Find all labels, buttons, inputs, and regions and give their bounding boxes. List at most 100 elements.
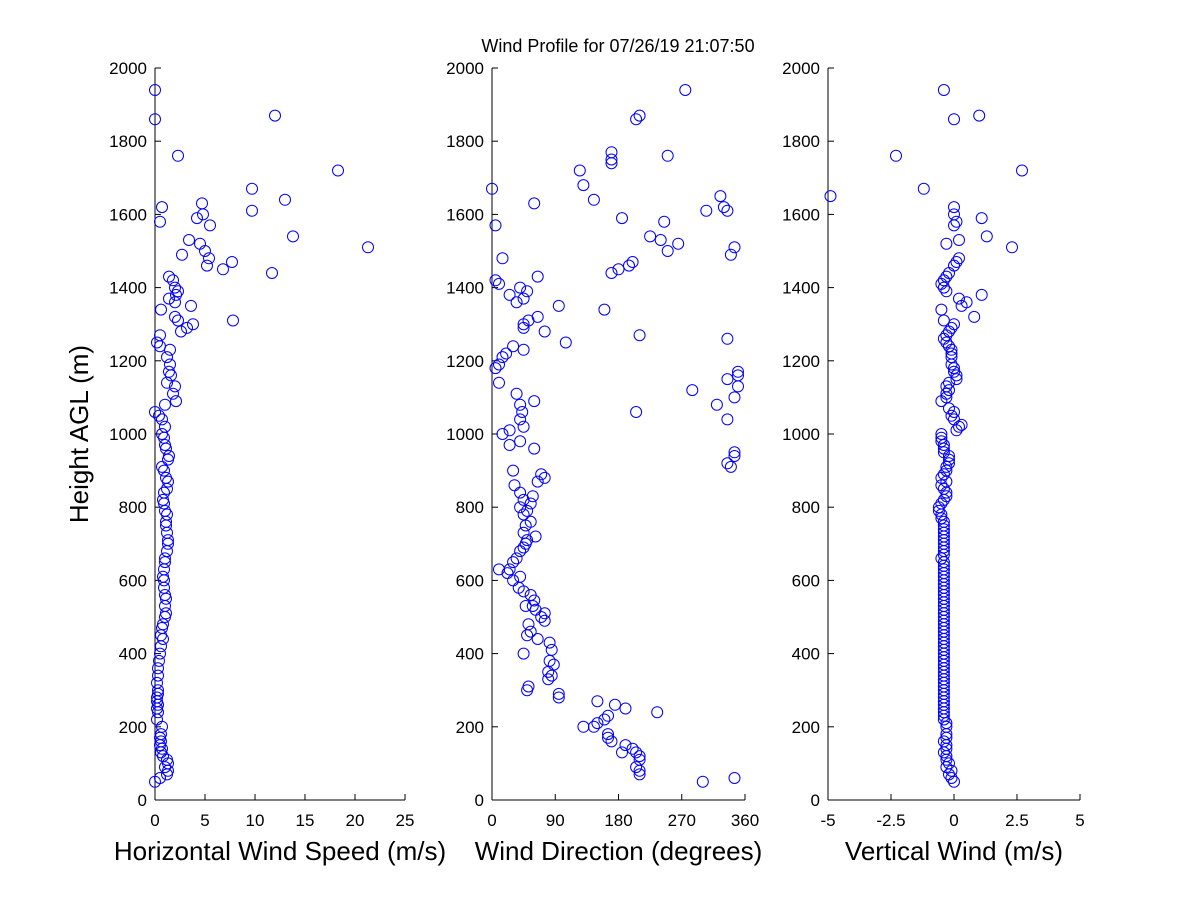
wind-direction-data-point: [516, 406, 529, 418]
vertical-wind-y-tick-label: 1600: [782, 205, 820, 224]
vertical-wind-x-tick-label: -5: [820, 811, 835, 830]
wind-direction-y-tick-label: 1800: [446, 132, 484, 151]
wind-direction-data-point: [724, 248, 737, 261]
wind-direction-data-point: [633, 329, 646, 342]
wind-direction-data-point: [503, 424, 516, 437]
vertical-wind-data-point: [953, 234, 965, 246]
wind-direction-data-point: [522, 680, 535, 693]
vertical-wind-data-point: [943, 376, 955, 389]
wind-direction-y-tick-label: 0: [475, 791, 484, 810]
wind-direction-data-point: [496, 252, 509, 265]
wind-direction-data-point: [633, 750, 646, 763]
horizontal-speed-data-point: [155, 728, 167, 741]
wind-direction-data-point: [496, 428, 509, 440]
wind-direction-data-point: [529, 530, 542, 543]
wind-direction-data-point: [619, 739, 632, 752]
wind-direction-data-point: [630, 113, 643, 126]
vertical-wind-data-point: [960, 296, 973, 309]
vertical-wind-data-point: [937, 84, 950, 96]
vertical-wind-y-tick-label: 800: [792, 498, 820, 517]
wind-direction-x-tick-label: 270: [668, 811, 696, 830]
wind-direction-data-point: [651, 706, 664, 719]
wind-direction-data-point: [559, 336, 572, 349]
horizontal-speed-data-point: [169, 380, 181, 393]
wind-direction-data-point: [503, 288, 516, 301]
vertical-wind-x-tick-label: 5: [1075, 811, 1084, 830]
horizontal-speed-data-point: [172, 149, 184, 162]
wind-direction-data-point: [503, 439, 516, 451]
horizontal-speed-data-point: [332, 164, 344, 177]
wind-direction-data-point: [538, 614, 551, 627]
horizontal-speed-data-point: [287, 230, 299, 243]
vertical-wind-data-point: [935, 428, 948, 440]
wind-direction-data-point: [686, 384, 699, 397]
wind-direction-data-point: [517, 292, 530, 305]
wind-direction-data-point: [728, 241, 741, 254]
vertical-wind-x-tick-label: 0: [949, 811, 958, 830]
wind-direction-data-point: [732, 365, 744, 378]
wind-direction-y-tick-label: 800: [456, 498, 484, 517]
horizontal-speed-y-tick-label: 1200: [109, 352, 147, 371]
wind-direction-data-point: [714, 190, 727, 203]
wind-direction-data-point: [524, 625, 537, 638]
horizontal-speed-data-point: [201, 259, 213, 272]
vertical-wind-data-point: [943, 402, 955, 415]
wind-direction-data-point: [514, 281, 527, 294]
vertical-wind-data-point: [945, 321, 958, 334]
wind-direction-data-point: [514, 570, 527, 583]
vertical-wind-data-point: [950, 256, 963, 268]
wind-direction-data-point: [535, 468, 548, 481]
wind-direction-x-tick-label: 360: [731, 811, 759, 830]
vertical-wind-y-tick-label: 600: [792, 571, 820, 590]
vertical-wind-data-point: [948, 362, 960, 375]
horizontal-speed-data-point: [217, 263, 229, 276]
wind-direction-data-point: [514, 413, 527, 426]
vertical-wind-data-point: [940, 237, 953, 250]
wind-direction-data-point: [514, 501, 527, 514]
vertical-wind-data-point: [917, 182, 930, 195]
horizontal-speed-data-point: [167, 274, 179, 287]
wind-direction-data-point: [521, 285, 534, 298]
wind-direction-y-tick-label: 1600: [446, 205, 484, 224]
vertical-wind-data-point: [980, 230, 993, 243]
wind-direction-data-point: [672, 237, 685, 250]
wind-direction-data-point: [531, 270, 544, 283]
wind-direction-data-point: [598, 303, 611, 316]
wind-direction-data-point: [552, 299, 565, 312]
horizontal-speed-data-point: [169, 281, 181, 294]
horizontal-speed-data-point: [170, 395, 182, 408]
wind-direction-data-point: [598, 713, 611, 726]
horizontal-speed-data-point: [156, 428, 168, 440]
horizontal-speed-data-point: [152, 684, 164, 697]
vertical-wind-data-point: [824, 190, 837, 203]
wind-direction-data-point: [587, 193, 600, 206]
horizontal-speed-data-point: [203, 252, 215, 265]
vertical-wind-data-point: [943, 457, 955, 470]
horizontal-speed-data-point: [196, 197, 208, 210]
vertical-wind-data-point: [935, 303, 948, 316]
wind-direction-data-point: [616, 212, 628, 225]
wind-direction-data-point: [661, 245, 674, 257]
wind-direction-data-point: [517, 420, 530, 433]
wind-direction-data-point: [507, 556, 520, 569]
vertical-wind-x-tick-label: 2.5: [1005, 811, 1029, 830]
horizontal-speed-data-point: [163, 450, 175, 462]
vertical-wind-data-point: [935, 435, 948, 448]
wind-direction-data-point: [654, 234, 667, 246]
wind-direction-data-point: [602, 728, 614, 741]
wind-direction-data-point: [538, 325, 551, 338]
horizontal-speed-data-point: [181, 321, 193, 334]
wind-direction-data-point: [605, 153, 618, 166]
horizontal-speed-data-point: [157, 618, 169, 631]
vertical-wind-data-point: [975, 212, 988, 225]
horizontal-speed-data-point: [172, 285, 184, 298]
horizontal-speed-data-point: [204, 219, 216, 232]
wind-direction-data-point: [508, 479, 521, 492]
horizontal-speed-data-point: [154, 772, 166, 784]
panel-vertical-wind: 0 200 400 600 800 1000 1200 1400 1600 1800 2000 -5 -…: [782, 59, 1085, 866]
wind-direction-data-point: [522, 314, 535, 327]
wind-direction-data-point: [644, 230, 657, 243]
vertical-wind-y-tick-label: 0: [811, 791, 820, 810]
